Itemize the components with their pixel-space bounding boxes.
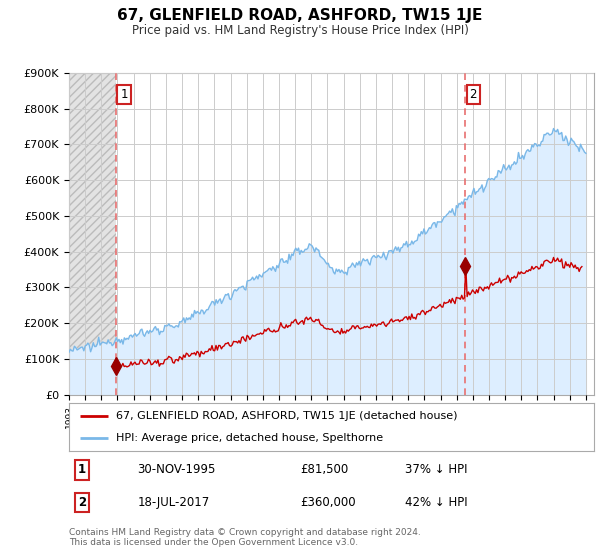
Text: 37% ↓ HPI: 37% ↓ HPI <box>405 463 467 476</box>
Text: 67, GLENFIELD ROAD, ASHFORD, TW15 1JE: 67, GLENFIELD ROAD, ASHFORD, TW15 1JE <box>118 8 482 24</box>
Text: £360,000: £360,000 <box>300 496 356 509</box>
Text: 42% ↓ HPI: 42% ↓ HPI <box>405 496 467 509</box>
Text: Price paid vs. HM Land Registry's House Price Index (HPI): Price paid vs. HM Land Registry's House … <box>131 24 469 36</box>
Text: 1: 1 <box>78 463 86 476</box>
Text: 2: 2 <box>78 496 86 509</box>
Text: Contains HM Land Registry data © Crown copyright and database right 2024.
This d: Contains HM Land Registry data © Crown c… <box>69 528 421 547</box>
Text: 2: 2 <box>469 88 477 101</box>
Text: 1: 1 <box>120 88 128 101</box>
Text: £81,500: £81,500 <box>300 463 348 476</box>
Text: 18-JUL-2017: 18-JUL-2017 <box>137 496 209 509</box>
Text: HPI: Average price, detached house, Spelthorne: HPI: Average price, detached house, Spel… <box>116 433 383 443</box>
Text: 30-NOV-1995: 30-NOV-1995 <box>137 463 215 476</box>
Text: 67, GLENFIELD ROAD, ASHFORD, TW15 1JE (detached house): 67, GLENFIELD ROAD, ASHFORD, TW15 1JE (d… <box>116 411 458 421</box>
